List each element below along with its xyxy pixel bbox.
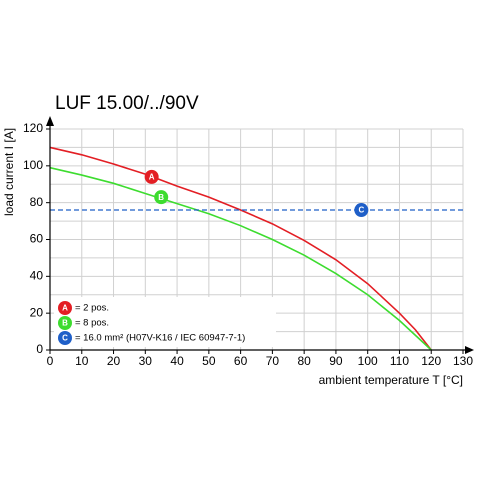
x-tick-label: 50 bbox=[202, 354, 216, 368]
y-tick-label: 120 bbox=[23, 121, 43, 135]
chart-title: LUF 15.00/../90V bbox=[55, 93, 199, 114]
y-tick-label: 100 bbox=[23, 158, 43, 172]
badge bbox=[144, 169, 159, 184]
legend-label: = 8 pos. bbox=[75, 318, 109, 329]
x-tick-label: 100 bbox=[358, 354, 378, 368]
y-tick-label: 0 bbox=[36, 342, 43, 356]
x-tick-label: 80 bbox=[297, 354, 311, 368]
legend: A = 2 pos. B = 8 pos. C = 16.0 mm² (H07V-K16 … bbox=[54, 297, 276, 347]
x-axis-title: ambient temperature T [°C] bbox=[319, 373, 463, 387]
badge bbox=[154, 190, 169, 205]
legend-box bbox=[54, 297, 276, 347]
x-tick-label: 10 bbox=[75, 354, 89, 368]
badge-label: B bbox=[158, 193, 164, 202]
series-line bbox=[49, 146, 432, 351]
axes: 0 10 20 30 40 50 60 70 80 90 100 110 120 130 0 20 40 60 80… bbox=[23, 116, 474, 368]
x-tick-label: 30 bbox=[139, 354, 153, 368]
y-tick-label: 80 bbox=[30, 195, 44, 209]
badge-label: B bbox=[62, 319, 68, 328]
badge-label: C bbox=[62, 334, 68, 343]
badge-label: A bbox=[149, 172, 155, 181]
badge-label: A bbox=[62, 304, 68, 313]
y-tick-label: 20 bbox=[30, 305, 44, 319]
x-tick-label: 0 bbox=[47, 354, 54, 368]
y-axis-title: load current I [A] bbox=[2, 128, 16, 216]
x-tick-label: 60 bbox=[234, 354, 248, 368]
y-arrow bbox=[46, 116, 54, 126]
legend-label: = 2 pos. bbox=[75, 303, 109, 314]
y-tick-label: 60 bbox=[30, 232, 44, 246]
x-arrow bbox=[465, 346, 474, 354]
x-tick-label: 120 bbox=[421, 354, 441, 368]
series-line bbox=[49, 166, 432, 351]
x-tick-label: 70 bbox=[266, 354, 280, 368]
legend-label: = 16.0 mm² (H07V-K16 / IEC 60947-7-1) bbox=[75, 333, 245, 344]
plot: ABC bbox=[49, 146, 463, 351]
x-tick-label: 130 bbox=[453, 354, 473, 368]
x-tick-label: 110 bbox=[390, 354, 409, 368]
x-tick-label: 20 bbox=[107, 354, 121, 368]
badge bbox=[58, 301, 72, 315]
badge bbox=[58, 316, 72, 330]
grid bbox=[49, 128, 464, 351]
y-tick-label: 40 bbox=[30, 269, 44, 283]
badge bbox=[354, 203, 369, 218]
x-tick-label: 90 bbox=[329, 354, 343, 368]
badge-label: C bbox=[358, 206, 364, 215]
x-tick-label: 40 bbox=[170, 354, 184, 368]
badge bbox=[58, 331, 72, 345]
